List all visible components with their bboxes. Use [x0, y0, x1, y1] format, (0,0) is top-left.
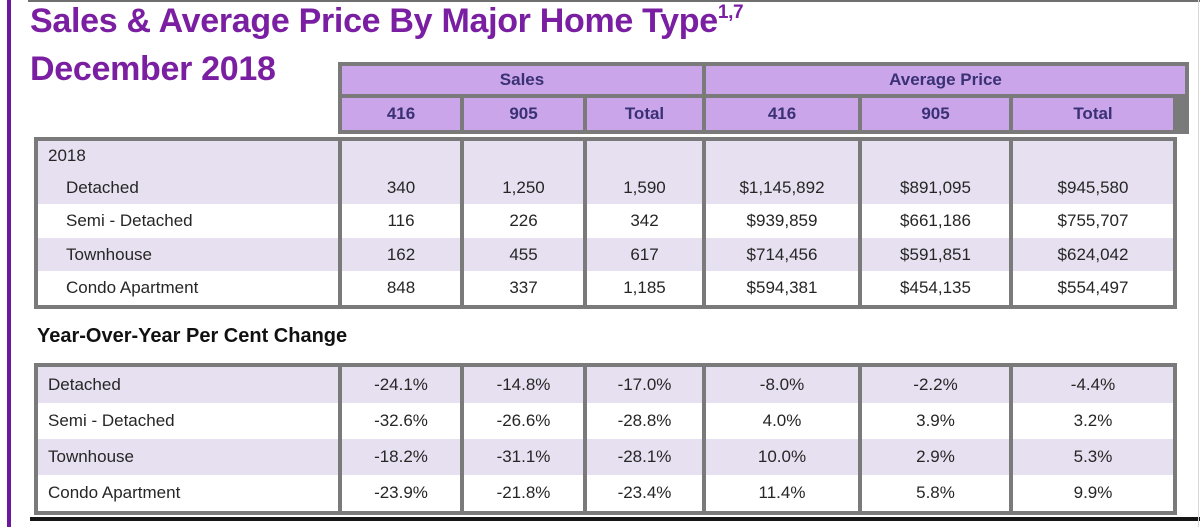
year-over-year-change-table: Detached -24.1% -14.8% -17.0% -8.0% -2.2…: [34, 363, 1177, 515]
table-cell: 4.0%: [706, 403, 858, 439]
table-cell: -23.4%: [587, 475, 702, 511]
row-label-detached: Detached: [38, 171, 338, 204]
table-cell: -2.2%: [862, 367, 1009, 403]
table-cell: 455: [464, 238, 583, 271]
column-header-price-416: 416: [706, 98, 858, 130]
table-cell: [706, 141, 858, 171]
table-cell: -31.1%: [464, 439, 583, 475]
table-cell: $1,145,892: [706, 171, 858, 204]
year-row-label: 2018: [38, 141, 338, 171]
column-header-sales-total: Total: [587, 98, 702, 130]
table-cell: 3.9%: [862, 403, 1009, 439]
column-header-sales-905: 905: [464, 98, 583, 130]
table-cell: -8.0%: [706, 367, 858, 403]
column-header-sales-416: 416: [342, 98, 460, 130]
table-cell: 5.8%: [862, 475, 1009, 511]
table-cell: $594,381: [706, 271, 858, 305]
sales-average-price-table: 2018 Detached 340 1,250 1,590 $1,145,892…: [34, 137, 1177, 309]
table-cell: $591,851: [862, 238, 1009, 271]
table-cell: -14.8%: [464, 367, 583, 403]
table-cell: 116: [342, 204, 460, 238]
table-cell: $624,042: [1013, 238, 1173, 271]
table-cell: [342, 141, 460, 171]
table-cell: -32.6%: [342, 403, 460, 439]
column-header-price-total: Total: [1013, 98, 1173, 130]
table-cell: $939,859: [706, 204, 858, 238]
table-cell: $891,095: [862, 171, 1009, 204]
table-cell: 5.3%: [1013, 439, 1173, 475]
table-cell: $945,580: [1013, 171, 1173, 204]
table-cell: 617: [587, 238, 702, 271]
table-cell: [464, 141, 583, 171]
top-rule: [28, 0, 1200, 2]
row-label-detached: Detached: [38, 367, 338, 403]
column-header-table: Sales Average Price 416 905 Total 416 90…: [338, 62, 1189, 134]
row-label-townhouse: Townhouse: [38, 439, 338, 475]
table-cell: -17.0%: [587, 367, 702, 403]
right-edge-rule: [1198, 0, 1199, 527]
table-cell: -24.1%: [342, 367, 460, 403]
table-cell: 3.2%: [1013, 403, 1173, 439]
table-cell: 2.9%: [862, 439, 1009, 475]
table-cell: [587, 141, 702, 171]
table-cell: -18.2%: [342, 439, 460, 475]
table-cell: 340: [342, 171, 460, 204]
group-header-sales: Sales: [342, 66, 702, 94]
yoy-section-title: Year-Over-Year Per Cent Change: [37, 325, 348, 347]
table-cell: $454,135: [862, 271, 1009, 305]
table-cell: $661,186: [862, 204, 1009, 238]
table-cell: -26.6%: [464, 403, 583, 439]
page-title: Sales & Average Price By Major Home Type…: [30, 1, 744, 41]
table-cell: -4.4%: [1013, 367, 1173, 403]
table-cell: $714,456: [706, 238, 858, 271]
row-label-condo-apartment: Condo Apartment: [38, 475, 338, 511]
row-label-semi-detached: Semi - Detached: [38, 403, 338, 439]
table-cell: 337: [464, 271, 583, 305]
table-cell: [862, 141, 1009, 171]
table-cell: 162: [342, 238, 460, 271]
table-cell: 1,250: [464, 171, 583, 204]
table-cell: -28.8%: [587, 403, 702, 439]
table-cell: 1,185: [587, 271, 702, 305]
table-cell: -21.8%: [464, 475, 583, 511]
table-cell: 9.9%: [1013, 475, 1173, 511]
table-cell: 226: [464, 204, 583, 238]
table-cell: $554,497: [1013, 271, 1173, 305]
table-cell: -23.9%: [342, 475, 460, 511]
report-month: December 2018: [30, 50, 276, 88]
table-cell: 848: [342, 271, 460, 305]
table-cell: 1,590: [587, 171, 702, 204]
row-label-semi-detached: Semi - Detached: [38, 204, 338, 238]
title-footnote-superscript: 1,7: [717, 1, 744, 23]
left-margin-rule: [7, 0, 11, 527]
table-cell: $755,707: [1013, 204, 1173, 238]
row-label-townhouse: Townhouse: [38, 238, 338, 271]
row-label-condo-apartment: Condo Apartment: [38, 271, 338, 305]
table-cell: [1013, 141, 1173, 171]
table-cell: 11.4%: [706, 475, 858, 511]
group-header-average-price: Average Price: [706, 66, 1185, 94]
table-cell: 342: [587, 204, 702, 238]
table-cell: 10.0%: [706, 439, 858, 475]
page-title-text: Sales & Average Price By Major Home Type: [30, 2, 718, 40]
column-header-price-905: 905: [862, 98, 1009, 130]
table-cell: -28.1%: [587, 439, 702, 475]
bottom-rule: [30, 517, 1200, 521]
